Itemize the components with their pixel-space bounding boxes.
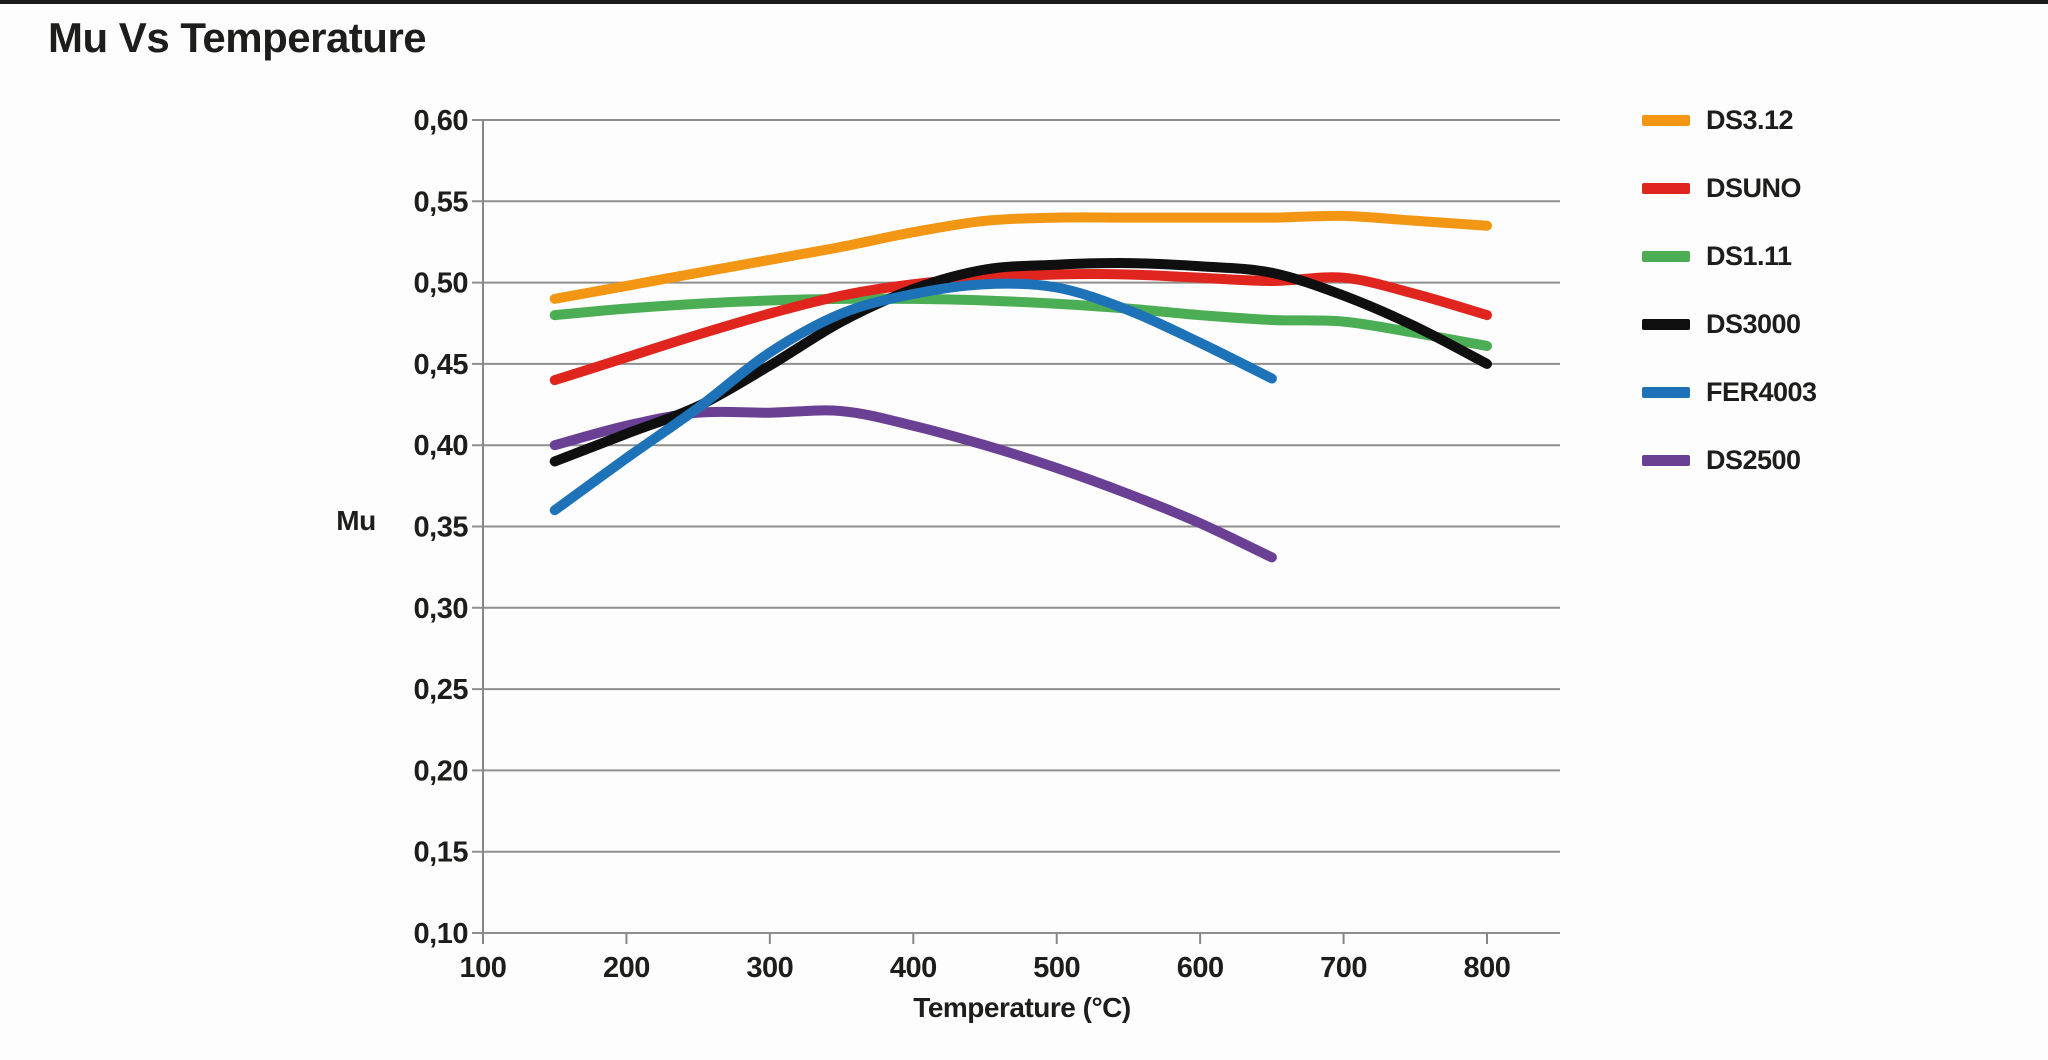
x-tick-label: 300 <box>746 952 793 984</box>
y-tick-label: 0,25 <box>414 674 469 706</box>
legend-label: DS1.11 <box>1706 240 1792 271</box>
series-line-ds111 <box>549 293 1492 351</box>
y-tick-label: 0,15 <box>414 837 469 869</box>
series-line-ds312 <box>549 210 1492 304</box>
legend-item-dsuno: DSUNO <box>1642 172 1817 203</box>
legend-swatch-icon <box>1642 318 1690 330</box>
x-tick-label: 200 <box>603 952 650 984</box>
x-tick-label: 700 <box>1320 952 1367 984</box>
legend: DS3.12 DSUNO DS1.11 DS3000 FER4003 DS250… <box>1642 104 1817 475</box>
legend-swatch-icon <box>1642 182 1690 194</box>
legend-item-fer4003: FER4003 <box>1642 376 1817 407</box>
series-line-dsuno <box>549 269 1492 386</box>
x-tick-label: 600 <box>1177 952 1224 984</box>
y-tick-label: 0,10 <box>414 918 468 950</box>
y-tick-label: 0,55 <box>414 186 469 218</box>
y-tick-label: 0,45 <box>414 349 469 381</box>
legend-swatch-icon <box>1642 386 1690 398</box>
legend-item-ds312: DS3.12 <box>1642 104 1817 135</box>
y-axis-label: Mu <box>336 505 376 536</box>
x-axis-label: Temperature (°C) <box>913 992 1131 1023</box>
x-tick-label: 800 <box>1464 952 1511 984</box>
legend-swatch-icon <box>1642 454 1690 466</box>
legend-label: DS2500 <box>1706 444 1801 475</box>
x-tick-label: 100 <box>460 952 507 984</box>
legend-label: FER4003 <box>1706 376 1817 407</box>
series-line-fer4003 <box>549 278 1277 516</box>
legend-swatch-icon <box>1642 250 1690 262</box>
chart-title: Mu Vs Temperature <box>48 14 427 61</box>
legend-label: DS3.12 <box>1706 104 1794 135</box>
legend-item-ds2500: DS2500 <box>1642 444 1817 475</box>
y-tick-label: 0,60 <box>414 105 468 137</box>
series-line-ds3000 <box>549 258 1492 467</box>
y-tick-label: 0,40 <box>414 430 468 462</box>
legend-item-ds3000: DS3000 <box>1642 308 1817 339</box>
x-tick-label: 400 <box>890 952 937 984</box>
y-tick-label: 0,35 <box>414 512 469 544</box>
x-tick-label: 500 <box>1033 952 1080 984</box>
y-tick-label: 0,50 <box>414 268 468 300</box>
y-tick-label: 0,30 <box>414 593 468 625</box>
top-accent-bar <box>0 0 2048 4</box>
legend-item-ds111: DS1.11 <box>1642 240 1817 271</box>
y-tick-label: 0,20 <box>414 755 468 787</box>
legend-label: DS3000 <box>1706 308 1801 339</box>
legend-label: DSUNO <box>1706 172 1802 203</box>
legend-swatch-icon <box>1642 114 1690 126</box>
